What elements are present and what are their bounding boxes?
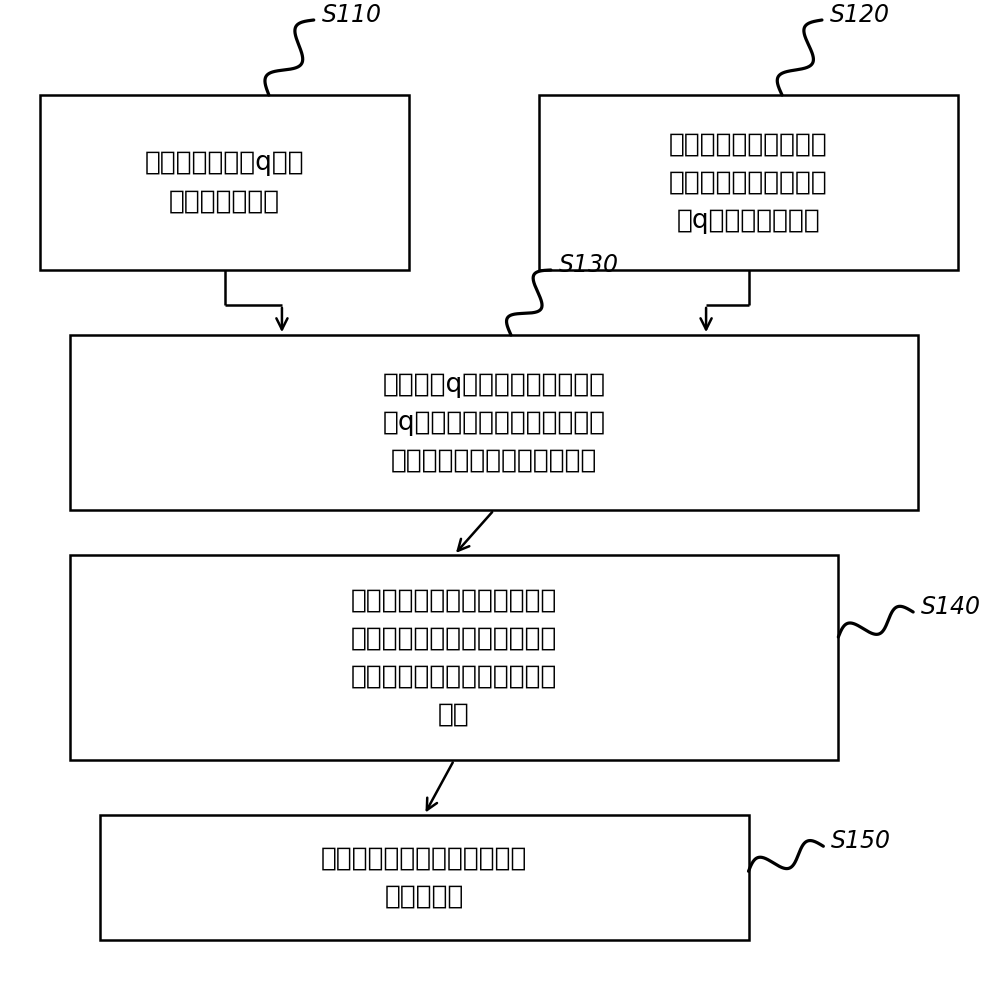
Text: 根据所述转矩前馈补偿电流，
对所述电机的初始转矩电流进
行补偿，得到所述电机的当前
电流: 根据所述转矩前馈补偿电流， 对所述电机的初始转矩电流进 行补偿，得到所述电机的当… [351, 588, 557, 728]
Text: 确定所述电机的q轴电
流补偿量的相位: 确定所述电机的q轴电 流补偿量的相位 [145, 150, 304, 215]
FancyBboxPatch shape [70, 555, 838, 760]
FancyBboxPatch shape [539, 95, 958, 270]
Text: S110: S110 [321, 3, 382, 27]
FancyBboxPatch shape [100, 815, 748, 940]
Text: S120: S120 [830, 3, 890, 27]
Text: S150: S150 [831, 829, 891, 853]
Text: 采用余弦波转矩前馈补
偿算法，确定所述电机
的q轴修正电流幅值: 采用余弦波转矩前馈补 偿算法，确定所述电机 的q轴修正电流幅值 [669, 131, 828, 233]
FancyBboxPatch shape [70, 335, 918, 510]
Text: S130: S130 [559, 253, 619, 277]
FancyBboxPatch shape [40, 95, 409, 270]
Text: S140: S140 [921, 595, 981, 619]
Text: 根据所述当前电流，控制所述
电机的运行: 根据所述当前电流，控制所述 电机的运行 [321, 846, 527, 910]
Text: 根据所述q轴修正电流幅值和所
述q轴电流补偿量的相位，确定
所述电机的转矩前馈补偿电流: 根据所述q轴修正电流幅值和所 述q轴电流补偿量的相位，确定 所述电机的转矩前馈补… [382, 371, 606, 474]
